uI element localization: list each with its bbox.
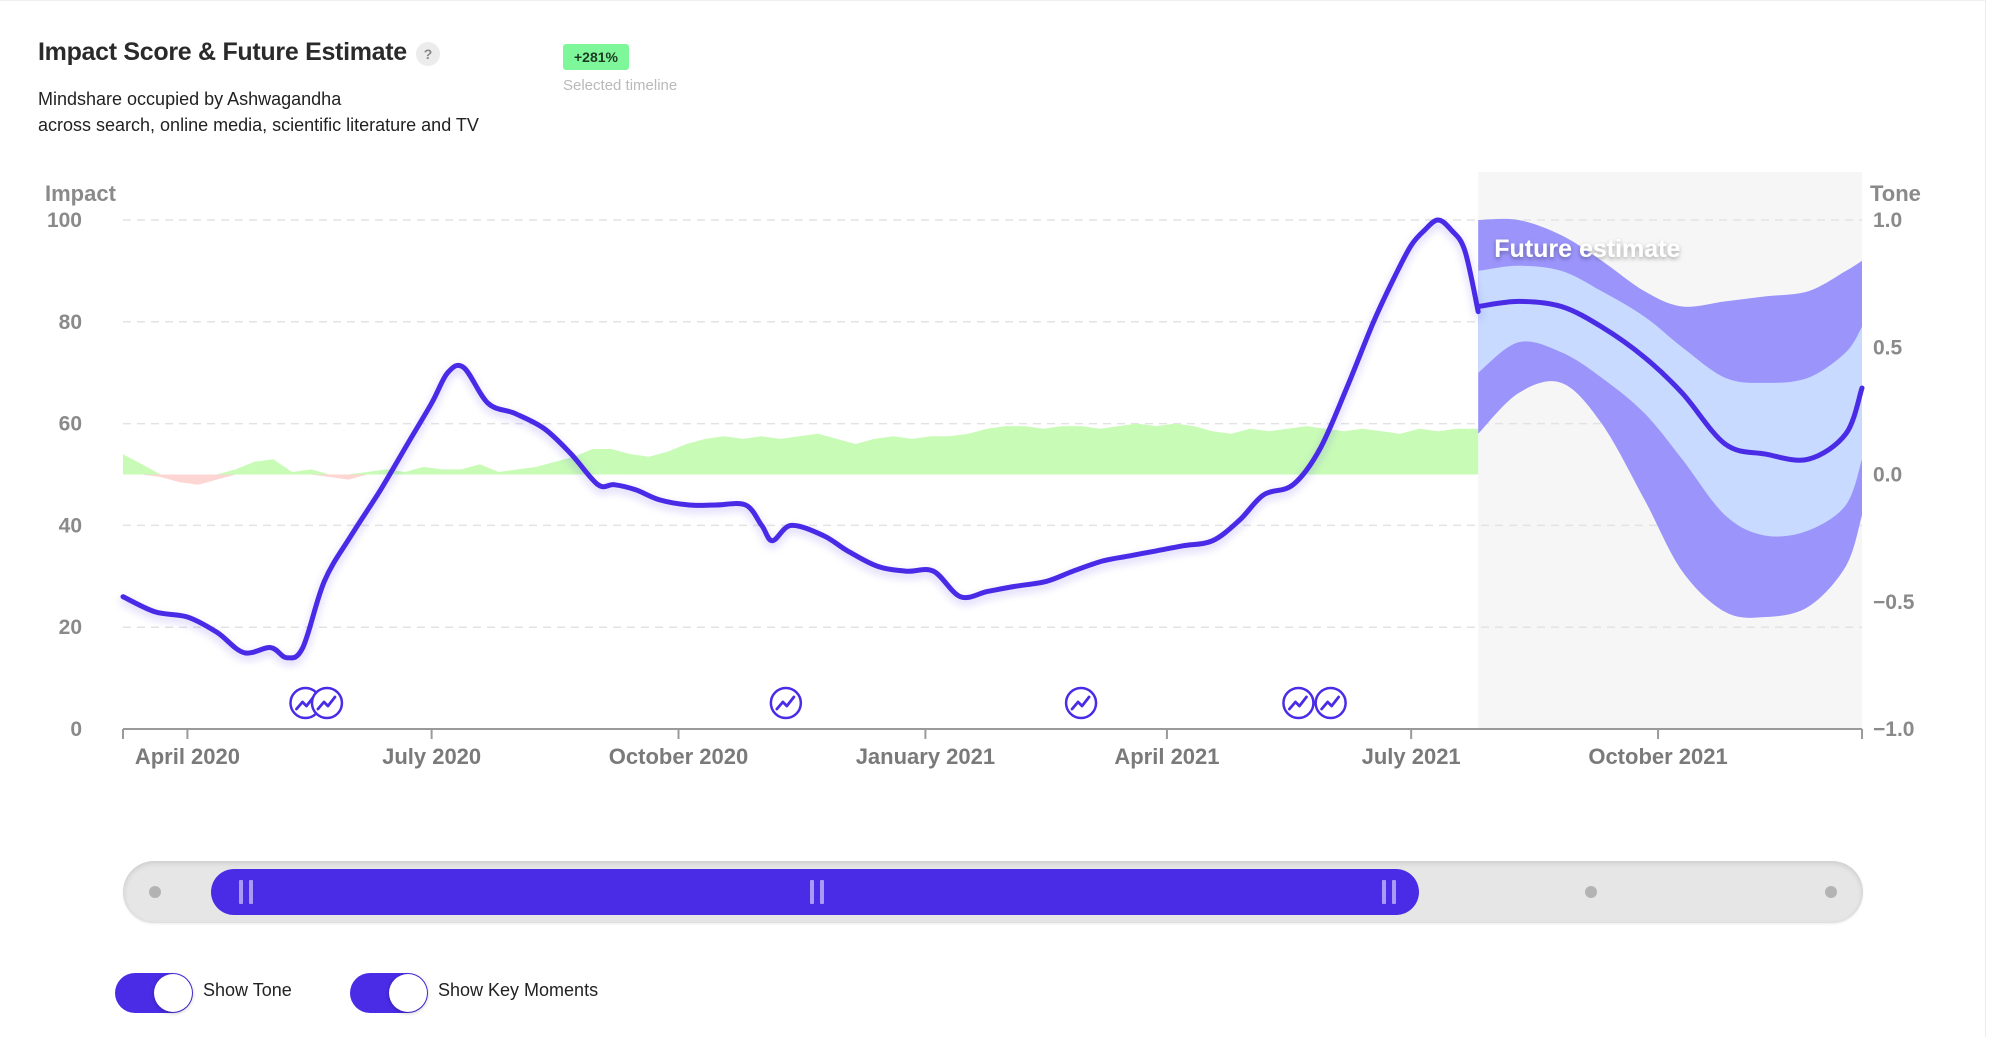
key-moment-icon [310, 686, 344, 720]
range-center-handle[interactable] [810, 880, 824, 904]
key-moment-circle [1064, 686, 1098, 720]
y-tick-label: −0.5 [1873, 591, 1915, 614]
help-icon[interactable]: ? [416, 42, 440, 66]
impact-line [120, 217, 1481, 661]
y-tick-label: 60 [59, 413, 82, 436]
badge-caption: Selected timeline [563, 77, 678, 94]
x-tick-label: July 2021 [1362, 744, 1461, 769]
range-end-dot [1825, 886, 1837, 898]
x-tick-label: April 2020 [135, 744, 240, 769]
key-moment-icon [769, 686, 803, 720]
x-tick-label: January 2021 [856, 744, 995, 769]
trend-up-icon [295, 695, 315, 711]
key-moment-circle [769, 686, 803, 720]
y-axis-left: 100 80 60 40 20 0 [47, 209, 82, 741]
growth-badge: +281% [563, 44, 629, 70]
tone-positive-area [123, 423, 1479, 475]
show-tone-label: Show Tone [203, 980, 292, 1000]
trend-up-icon [775, 695, 796, 711]
trend-up-icon [1070, 695, 1091, 711]
toggle-knob [389, 974, 427, 1012]
range-left-handle[interactable] [239, 880, 253, 904]
forecast-inner-band [1478, 265, 1862, 537]
future-estimate-label: Future estimate [1494, 235, 1680, 263]
key-moment-icon [1064, 686, 1098, 720]
range-right-handle[interactable] [1382, 880, 1396, 904]
range-selection[interactable] [211, 869, 1419, 915]
y-tick-label: −1.0 [1873, 718, 1914, 741]
show-tone-toggle[interactable] [115, 973, 193, 1013]
key-moment-circle [1314, 686, 1347, 720]
key-moment-icon [1314, 686, 1347, 720]
x-tick-label: July 2020 [382, 744, 481, 769]
show-key-moments-toggle[interactable] [350, 973, 428, 1013]
trend-up-icon [1288, 695, 1308, 711]
chart-subtitle: Mindshare occupied by Ashwagandha across… [38, 86, 479, 138]
y-tick-label: 1.0 [1873, 209, 1902, 232]
y-tick-label: 40 [59, 514, 82, 537]
y-axis-right: 1.0 0.5 0.0 −0.5 −1.0 [1873, 209, 1915, 741]
key-moment-icon [1282, 686, 1315, 720]
forecast-line [1475, 298, 1865, 463]
key-moment-circle [310, 686, 344, 720]
y-tick-label: 100 [47, 209, 82, 232]
y-tick-label: 0 [70, 718, 82, 741]
y-axis-left-title: Impact [45, 181, 117, 206]
x-tick-label: October 2020 [609, 744, 748, 769]
show-key-moments-label: Show Key Moments [438, 980, 599, 1000]
tone-negative-area [123, 474, 1479, 485]
subtitle-line-1: Mindshare occupied by Ashwagandha [38, 89, 342, 109]
range-start-dot [149, 886, 161, 898]
y-tick-label: 80 [59, 311, 82, 334]
y-tick-label: 0.5 [1873, 336, 1903, 359]
x-tick-label: October 2021 [1588, 744, 1727, 769]
key-moment-circle [1282, 686, 1315, 720]
key-moments [289, 686, 1347, 720]
trend-up-icon [1320, 695, 1341, 711]
x-tick-label: April 2021 [1114, 744, 1219, 769]
toggle-knob [154, 974, 192, 1012]
y-tick-label: 0.0 [1873, 464, 1902, 487]
y-axis-right-title: Tone [1870, 181, 1921, 206]
trend-up-icon [316, 695, 337, 711]
range-tick-dot [1585, 886, 1597, 898]
x-axis-ticks: April 2020 July 2020 October 2020 January 2… [122, 729, 1863, 769]
y-tick-label: 20 [59, 616, 82, 639]
subtitle-line-2: across search, online media, scientific … [38, 115, 479, 135]
chart-title: Impact Score & Future Estimate [38, 38, 407, 66]
impact-chart: April 2020 July 2020 October 2020 January 2… [45, 181, 1921, 769]
